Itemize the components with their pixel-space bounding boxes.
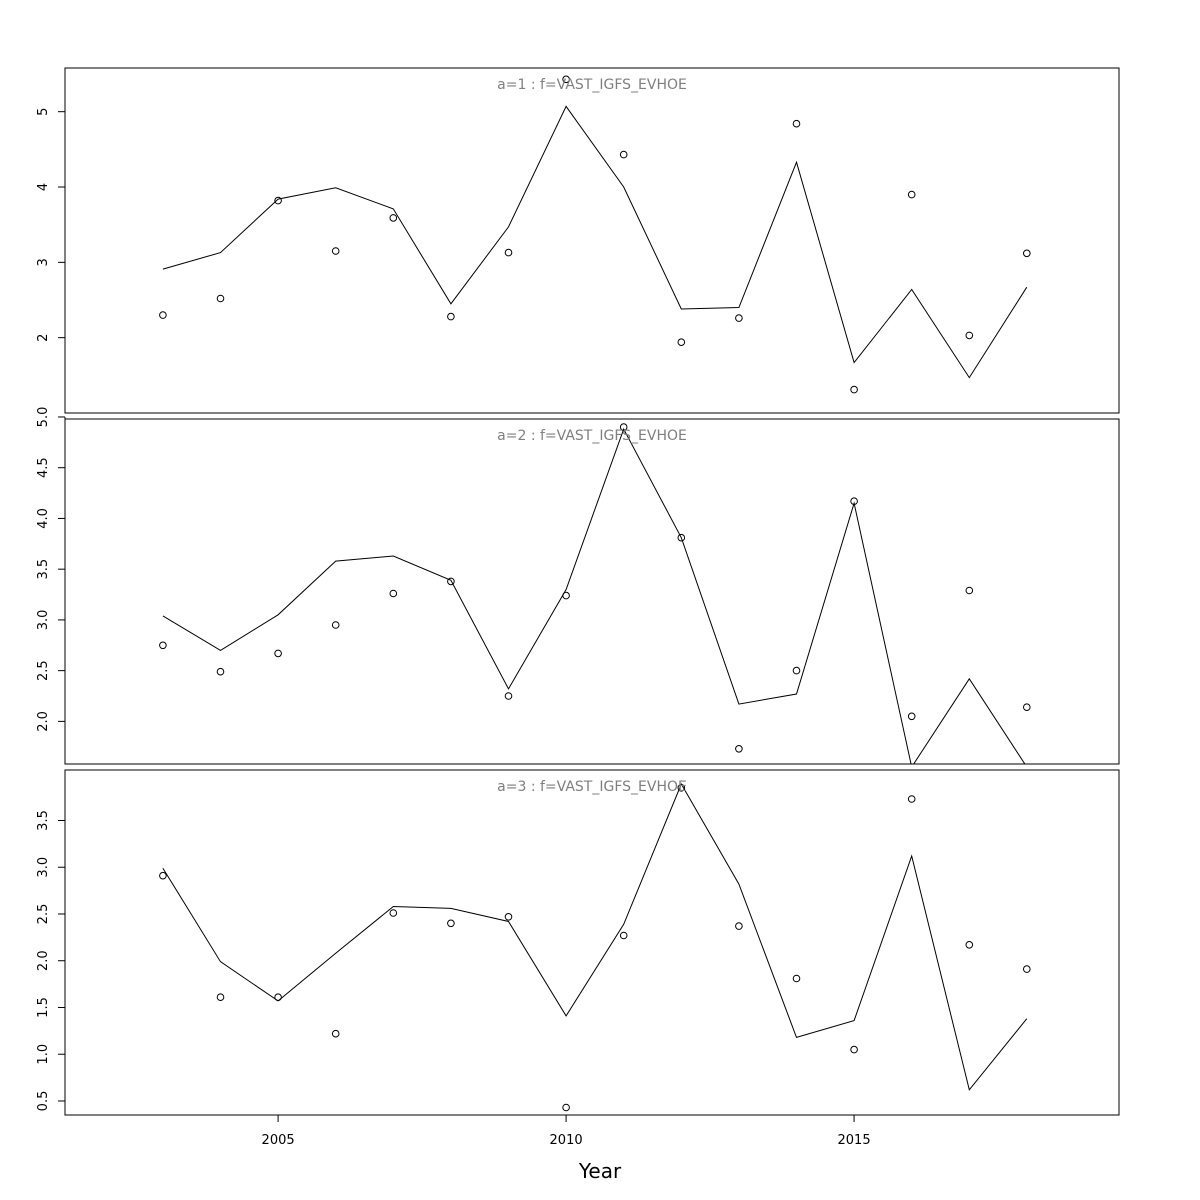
observed-point: [562, 75, 570, 84]
observed-point: [965, 941, 974, 949]
x-axis-title: Year: [578, 1159, 622, 1183]
observed-point: [850, 1045, 858, 1054]
y-tick-label: 4.5: [36, 457, 51, 478]
fitted-line: [162, 105, 1028, 379]
observed-point: [216, 294, 225, 303]
plot-area: [162, 105, 1028, 379]
observed-point: [504, 248, 513, 257]
observed-point: [850, 385, 858, 394]
plot-area: [162, 782, 1028, 1091]
observed-point: [619, 423, 628, 431]
observed-point: [504, 913, 513, 921]
observed-point: [907, 190, 916, 199]
observed-point: [389, 214, 398, 222]
panel-2: 2.0 2.5 3.0 3.5 4.0 4.5 5.0 a=2 : f=VAST_IGFS_E…: [36, 407, 1120, 765]
observed-point: [792, 666, 801, 675]
y-tick-label: 4: [36, 183, 51, 191]
y-tick-label: 3.5: [36, 559, 51, 580]
observed-point: [389, 589, 398, 598]
observed-point: [619, 931, 628, 940]
observed-point: [562, 591, 570, 600]
observed-point: [447, 919, 455, 928]
observed-point: [562, 1103, 570, 1112]
x-tick-label: 2010: [550, 1133, 583, 1148]
y-tick-label: 1.5: [36, 997, 51, 1018]
y-tick-label: 2.0: [36, 711, 51, 732]
observed-point: [619, 150, 628, 159]
observed-point: [677, 533, 686, 542]
observed-point: [965, 331, 974, 340]
y-tick-label: 3.0: [36, 610, 51, 631]
y-tick-label: 5: [36, 108, 51, 116]
fitted-line: [162, 782, 1028, 1091]
observed-point: [159, 871, 167, 880]
observed-point: [504, 692, 513, 700]
observed-point: [735, 745, 743, 753]
y-tick-label: 4.0: [36, 508, 51, 529]
observed-point: [389, 909, 398, 917]
x-tick-label: 2015: [838, 1133, 871, 1148]
x-tick-label: 2005: [262, 1133, 295, 1148]
observed-point: [792, 119, 801, 128]
panel-title: a=1 : f=VAST_IGFS_EVHOE: [497, 77, 687, 93]
observed-point: [735, 922, 743, 930]
y-tick-label: 2.5: [36, 904, 51, 925]
y-tick-label: 2.0: [36, 950, 51, 971]
x-axis: 2005 2010 2015: [262, 1114, 871, 1148]
panel-frame: [64, 769, 1120, 1116]
observed-point: [331, 247, 340, 255]
panel-3: 0.5 1.0 1.5 2.0 2.5 3.0 3.5 a=3 : f=VAST_IGFS_E…: [36, 769, 1120, 1116]
observed-point: [1023, 703, 1031, 712]
observed-point: [447, 312, 455, 321]
observed-point: [677, 784, 686, 792]
panels: 2 3 4 5 a=1 : f=VAST_IGFS_EVHOE 2.0 2.5 3.0 3.5 4…: [36, 67, 1120, 1116]
panel-title: a=2 : f=VAST_IGFS_EVHOE: [497, 428, 687, 444]
observed-point: [274, 196, 282, 205]
observed-point: [907, 795, 916, 803]
observed-point: [447, 577, 455, 586]
y-tick-label: 2.5: [36, 660, 51, 681]
y-tick-label: 2: [36, 334, 51, 342]
observed-point: [216, 993, 225, 1002]
y-tick-label: 1.0: [36, 1044, 51, 1065]
panel-1: 2 3 4 5 a=1 : f=VAST_IGFS_EVHOE: [36, 67, 1120, 414]
observed-point: [274, 993, 282, 1002]
observed-point: [1023, 965, 1031, 973]
observed-point: [907, 712, 916, 721]
observed-point: [792, 974, 801, 983]
plot-area: [162, 427, 1026, 764]
y-tick-label: 3: [36, 258, 51, 266]
observed-point: [677, 338, 686, 347]
observed-point: [850, 497, 858, 506]
fitted-line: [162, 427, 1026, 764]
observed-point: [965, 586, 974, 595]
observed-point: [216, 667, 225, 676]
y-tick-label: 0.5: [36, 1091, 51, 1112]
panel-title: a=3 : f=VAST_IGFS_EVHOE: [497, 779, 687, 795]
y-tick-label: 5.0: [36, 407, 51, 428]
observed-point: [159, 641, 167, 650]
panel-frame: [64, 418, 1120, 765]
observed-point: [274, 649, 282, 658]
observed-point: [331, 1029, 340, 1038]
observed-point: [159, 311, 167, 319]
observed-point: [331, 621, 340, 629]
panel-frame: [64, 67, 1120, 414]
observed-point: [735, 314, 743, 322]
y-tick-label: 3.0: [36, 857, 51, 878]
y-tick-label: 3.5: [36, 810, 51, 831]
observed-point: [1023, 249, 1031, 258]
